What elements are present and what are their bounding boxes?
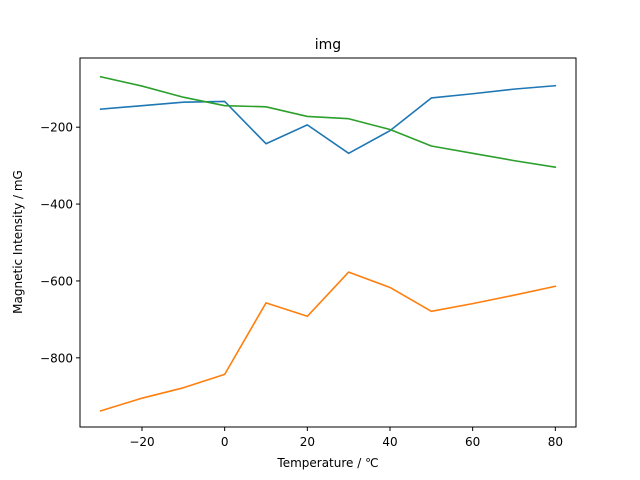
x-tick-label: 60 <box>465 435 480 449</box>
y-tick-label: −200 <box>40 121 73 135</box>
x-tick-label: 0 <box>221 435 229 449</box>
y-tick-label: −600 <box>40 274 73 288</box>
x-axis-label: Temperature / ℃ <box>276 456 378 470</box>
x-tick-label: 80 <box>548 435 563 449</box>
series-line-2 <box>99 271 557 412</box>
plot-frame <box>79 57 577 428</box>
chart-title: img <box>315 37 341 53</box>
x-tick-label: −20 <box>129 435 154 449</box>
y-tick-label: −400 <box>40 198 73 212</box>
y-axis-label: Magnetic Intensity / mG <box>11 170 25 314</box>
y-tick-label: −800 <box>40 351 73 365</box>
series-layer <box>99 75 557 412</box>
y-axis-ticks: −800 −600 −400 −200 <box>40 121 80 365</box>
series-line-1 <box>99 84 557 155</box>
x-tick-label: 20 <box>300 435 315 449</box>
x-axis-ticks: −20 0 20 40 60 80 <box>129 427 563 449</box>
x-tick-label: 40 <box>382 435 397 449</box>
series-line-3 <box>99 75 557 169</box>
